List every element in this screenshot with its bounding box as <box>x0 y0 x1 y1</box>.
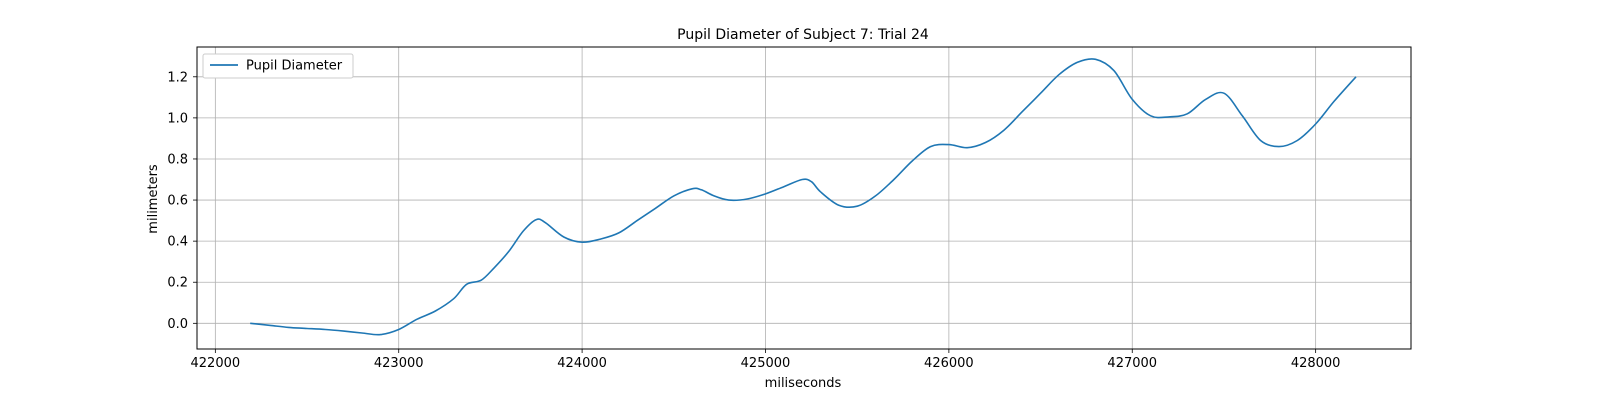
y-tick-label: 1.0 <box>167 111 188 126</box>
y-tick-label: 1.2 <box>167 70 188 85</box>
x-tick-label: 425000 <box>741 356 791 371</box>
x-tick-label: 427000 <box>1107 356 1157 371</box>
y-axis-label: milimeters <box>146 164 161 234</box>
y-tick-label: 0.2 <box>167 276 188 291</box>
chart-title: Pupil Diameter of Subject 7: Trial 24 <box>677 27 929 43</box>
pupil-diameter-series-line <box>250 58 1357 336</box>
y-axis: 0.0 0.2 0.4 0.6 0.8 1.0 1.2 <box>167 70 197 332</box>
y-tick-label: 0.4 <box>167 235 188 250</box>
legend-box <box>202 53 354 79</box>
plot-area-frame <box>196 46 1412 350</box>
x-tick-label: 424000 <box>557 356 607 371</box>
x-tick-label: 422000 <box>191 356 241 371</box>
y-tick-label: 0.8 <box>167 152 188 167</box>
x-axis: 422000 423000 424000 425000 426000 427000 4280… <box>191 349 1341 371</box>
legend: Pupil Diameter <box>202 53 354 79</box>
x-axis-label: miliseconds <box>765 376 842 391</box>
y-tick-label: 0.0 <box>167 317 188 332</box>
grid-lines <box>197 47 1411 349</box>
x-tick-label: 428000 <box>1291 356 1341 371</box>
legend-label: Pupil Diameter <box>246 59 343 74</box>
y-tick-label: 0.6 <box>167 194 188 209</box>
x-tick-label: 423000 <box>374 356 424 371</box>
x-tick-label: 426000 <box>924 356 974 371</box>
